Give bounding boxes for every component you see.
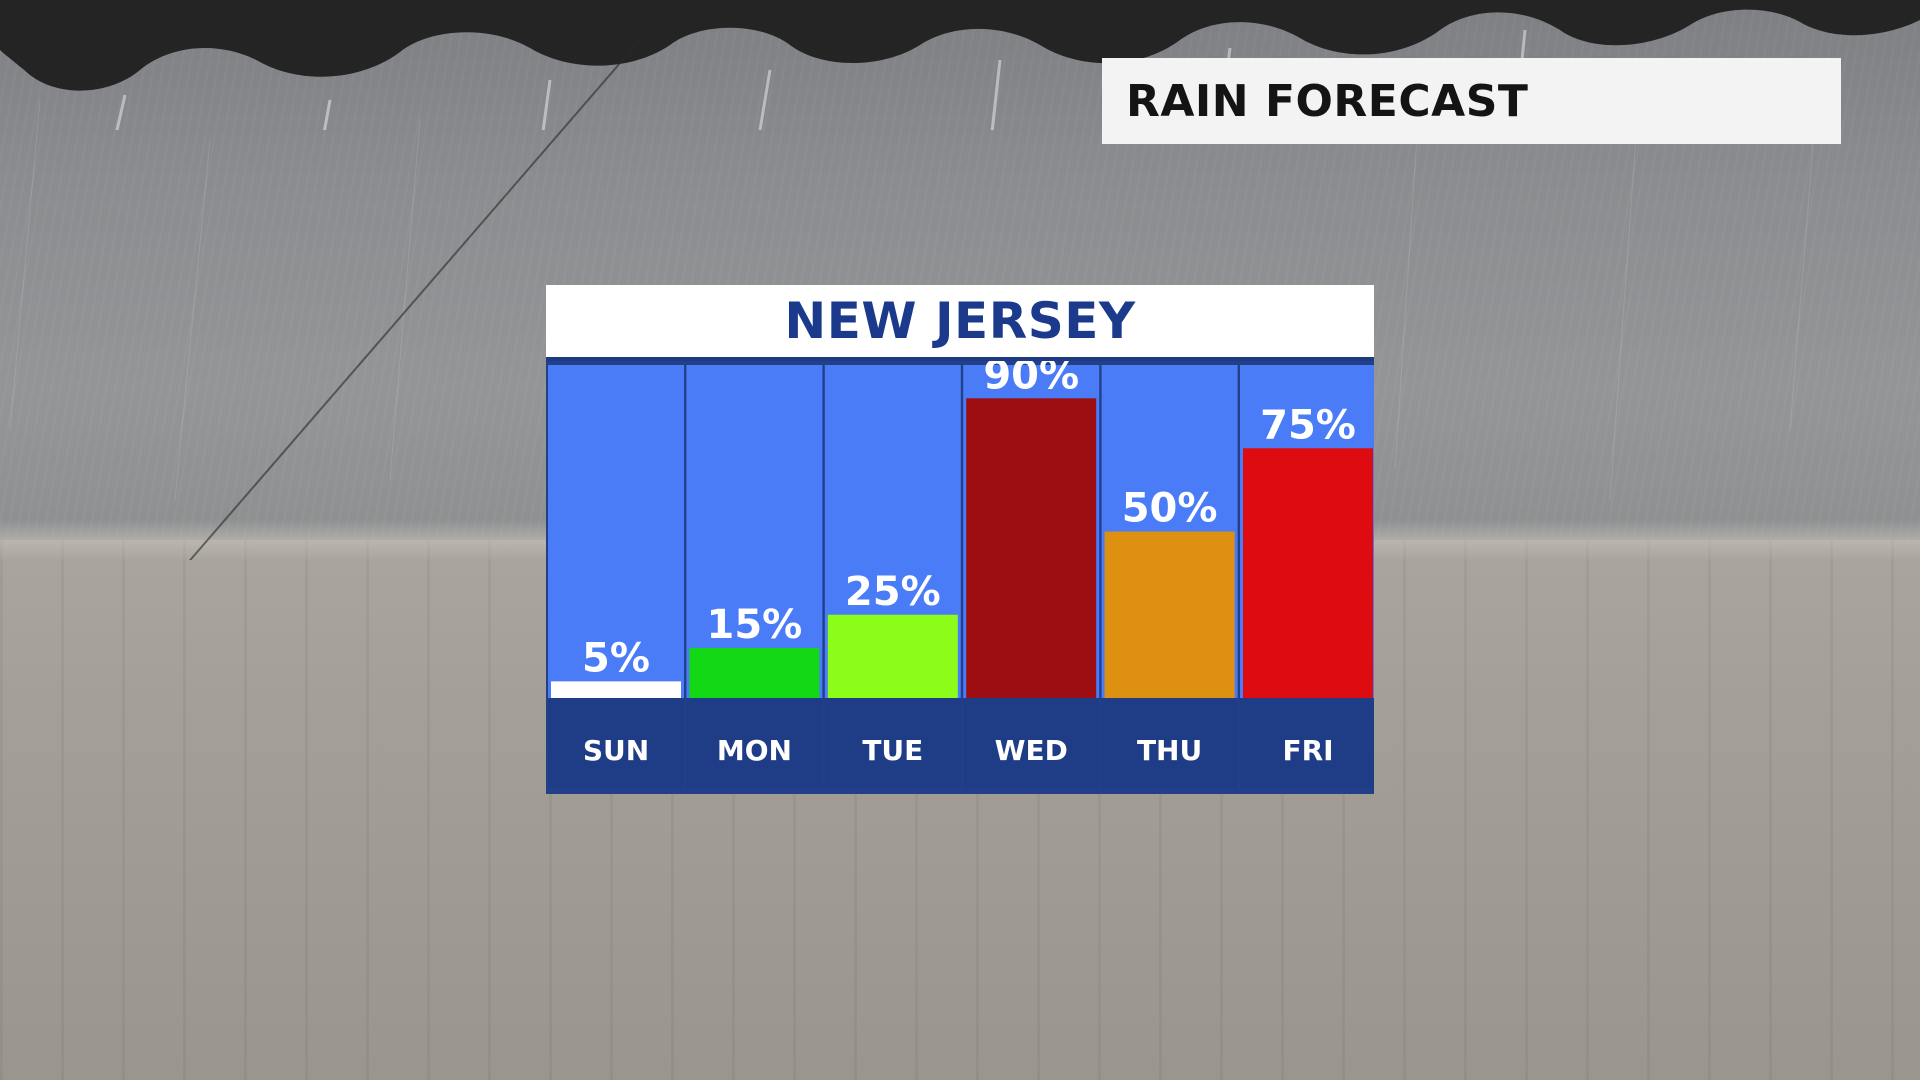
day-band-fri [1240, 698, 1374, 788]
column-background-sun [548, 365, 684, 698]
bar-wed [966, 398, 1097, 698]
column-background-mon [686, 365, 823, 698]
bar-sun [551, 681, 681, 698]
rain-streaks [9, 39, 1821, 560]
value-label-sun: 5% [582, 635, 650, 681]
bar-thu [1104, 531, 1235, 698]
chart-plot-area: 5% SUN 15% MON 25% TUE 90% WED 50% THU 75% FRI [546, 361, 1374, 794]
chart-header-divider [546, 357, 1374, 361]
chart-title: NEW JERSEY [784, 292, 1136, 350]
chart-header: NEW JERSEY [546, 285, 1374, 357]
day-label-fri: FRI [1282, 734, 1333, 767]
value-label-fri: 75% [1260, 402, 1356, 448]
bar-fri [1243, 448, 1373, 698]
rain-chance-chart-panel: NEW JERSEY 5% SUN 15% MON 25% TUE 90% WED 50% THU… [546, 285, 1374, 794]
rain-forecast-title-box: RAIN FORECAST [1102, 58, 1841, 144]
day-band-wed [963, 698, 1100, 788]
day-label-sun: SUN [583, 734, 649, 767]
value-label-mon: 15% [707, 602, 803, 648]
day-band-tue [824, 698, 961, 788]
bar-mon [689, 648, 820, 698]
day-label-tue: TUE [862, 734, 923, 767]
rain-chance-bar-chart: 5% SUN 15% MON 25% TUE 90% WED 50% THU 75% FRI [548, 361, 1374, 788]
day-band-thu [1101, 698, 1238, 788]
value-label-thu: 50% [1122, 486, 1218, 532]
value-label-wed: 90% [983, 361, 1079, 398]
day-label-thu: THU [1137, 734, 1202, 767]
day-band-sun [548, 698, 684, 788]
day-label-mon: MON [717, 734, 792, 767]
rain-forecast-title: RAIN FORECAST [1126, 75, 1529, 127]
bar-tue [827, 614, 958, 698]
day-label-wed: WED [995, 734, 1068, 767]
value-label-tue: 25% [845, 569, 941, 615]
day-band-mon [686, 698, 823, 788]
